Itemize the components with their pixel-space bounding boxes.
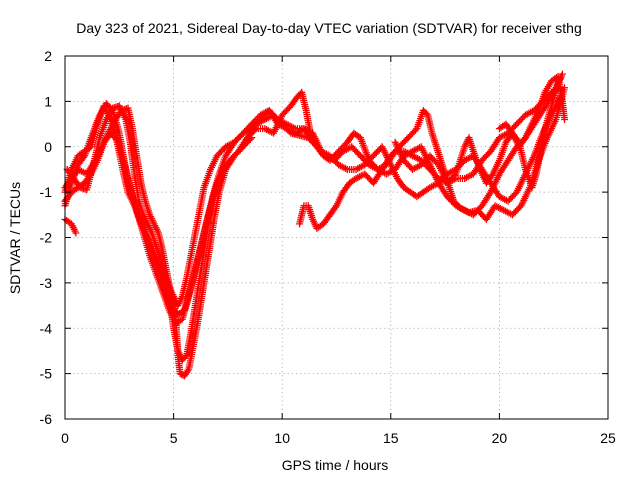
series-track-8 — [391, 70, 566, 192]
y-tick-label: -2 — [40, 230, 53, 246]
y-tick-label: -5 — [40, 366, 53, 382]
data-point — [248, 134, 256, 142]
x-tick-label: 25 — [600, 430, 616, 446]
y-tick-labels: -6 -5 -4 -3 -2 -1 0 1 2 — [40, 48, 53, 427]
y-axis-title: SDTVAR / TECUs — [7, 182, 23, 294]
series-track-6 — [61, 104, 256, 380]
y-tick-label: -4 — [40, 320, 53, 336]
x-tick-label: 20 — [492, 430, 508, 446]
x-tick-label: 10 — [274, 430, 290, 446]
x-tick-label: 15 — [383, 430, 399, 446]
y-tick-label: -1 — [40, 184, 53, 200]
data-point — [561, 116, 569, 124]
data-point — [305, 132, 313, 140]
grid — [65, 56, 608, 419]
y-tick-label: 1 — [44, 93, 52, 109]
data-point — [422, 109, 430, 117]
data-point — [451, 171, 459, 179]
series-track-1 — [61, 215, 80, 237]
x-tick-label: 0 — [61, 430, 69, 446]
data-point — [558, 70, 566, 78]
data-point — [306, 134, 314, 142]
axis-ticks — [64, 55, 609, 420]
x-tick-labels: 0 5 10 15 20 25 — [61, 430, 616, 446]
y-tick-label: -6 — [40, 411, 53, 427]
y-tick-label: -3 — [40, 275, 53, 291]
data-series — [61, 70, 569, 380]
data-point — [181, 353, 189, 361]
data-point — [72, 229, 80, 237]
data-point — [411, 126, 419, 134]
series-track-7 — [296, 84, 569, 232]
y-tick-label: 2 — [44, 48, 52, 64]
data-point — [561, 84, 569, 92]
data-point — [246, 135, 254, 143]
chart-title: Day 323 of 2021, Sidereal Day-to-day VTE… — [76, 20, 582, 36]
x-tick-label: 5 — [170, 430, 178, 446]
y-tick-label: 0 — [44, 139, 52, 155]
series-track-9 — [495, 72, 569, 151]
x-axis-title: GPS time / hours — [282, 457, 389, 473]
